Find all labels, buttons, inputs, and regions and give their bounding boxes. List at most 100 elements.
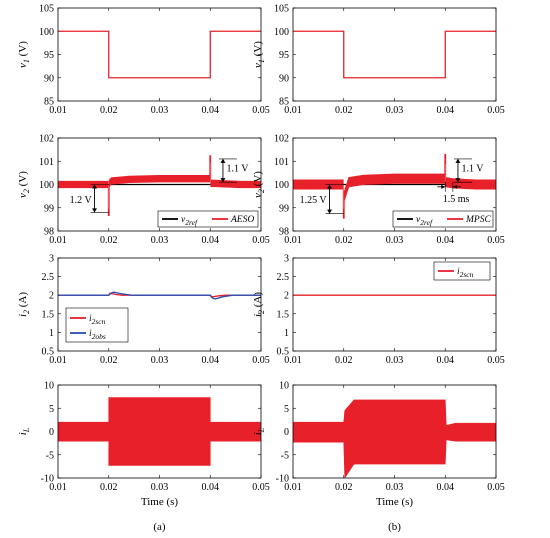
legend: v2ref AESO bbox=[157, 210, 259, 228]
legend-label-main: i bbox=[457, 267, 460, 277]
y-tick-label: 3 bbox=[284, 254, 289, 265]
legend-frame bbox=[392, 210, 494, 228]
axis-frame bbox=[57, 137, 262, 232]
y-tick-label: 1 bbox=[49, 328, 54, 339]
y-tick-label: -10 bbox=[41, 474, 54, 485]
y-tick-label: 5 bbox=[284, 404, 289, 415]
y-tick-label: 99 bbox=[279, 203, 289, 214]
x-tick-label: 0.04 bbox=[202, 235, 220, 246]
annotation-text: 1.5 ms bbox=[443, 194, 470, 205]
legend-label: MPSC bbox=[465, 215, 491, 225]
legend-label-main: v bbox=[181, 215, 186, 225]
x-tick-label: 0.03 bbox=[386, 482, 404, 493]
x-tick-label: 0.01 bbox=[49, 355, 67, 366]
x-tick-label: 0.03 bbox=[151, 355, 169, 366]
y-tick-label: 0.5 bbox=[42, 347, 55, 358]
y-tick-label: 99 bbox=[44, 203, 54, 214]
x-tick-label: 0.03 bbox=[386, 105, 404, 116]
y-axis-label-var: i bbox=[252, 314, 264, 317]
y-tick-label: 100 bbox=[274, 180, 289, 191]
x-axis-label: Time (s) bbox=[141, 496, 179, 508]
y-axis-label-sub: 1 bbox=[257, 59, 266, 63]
y-axis-label-sub: 2 bbox=[257, 310, 266, 314]
series-0-band bbox=[58, 397, 261, 466]
y-axis-label: iL bbox=[252, 427, 266, 435]
series-0-band bbox=[293, 399, 496, 478]
annotation-text: 1.2 V bbox=[70, 195, 93, 206]
y-tick-label: 2.5 bbox=[42, 272, 55, 283]
y-tick-label: 90 bbox=[44, 73, 54, 84]
x-tick-label: 0.03 bbox=[151, 105, 169, 116]
legend-frame bbox=[65, 307, 129, 343]
x-tick-label: 0.02 bbox=[100, 355, 118, 366]
legend-label-sub: 2ref bbox=[420, 218, 433, 227]
y-tick-label: 0.5 bbox=[277, 347, 290, 358]
y-tick-label: 100 bbox=[274, 27, 289, 38]
legend-label: AESO bbox=[230, 215, 254, 225]
chart-b4: 0.01 0.02 0.03 0.04 0.05 -10 -5 0 5 10 iL Time (s) (… bbox=[252, 381, 505, 534]
legend-label-main: i bbox=[89, 329, 92, 339]
y-tick-label: 2 bbox=[49, 291, 54, 302]
y-tick-label: 95 bbox=[279, 50, 289, 61]
series-1-line bbox=[58, 291, 261, 300]
y-tick-label: 95 bbox=[44, 50, 54, 61]
x-tick-label: 0.01 bbox=[284, 482, 302, 493]
legend-label: v2ref bbox=[181, 215, 198, 227]
y-axis-label-unit: (V) bbox=[17, 171, 29, 189]
y-axis-label-var: i bbox=[17, 432, 29, 435]
x-tick-label: 0.01 bbox=[49, 235, 67, 246]
legend-label: v2ref bbox=[416, 215, 433, 227]
series-0-line bbox=[293, 30, 496, 79]
annotation-arrowhead bbox=[452, 184, 457, 189]
y-axis-label-sub: 2 bbox=[22, 189, 31, 193]
x-tick-label: 0.03 bbox=[151, 235, 169, 246]
x-tick-label: 0.03 bbox=[386, 235, 404, 246]
y-axis-label: v1 (V) bbox=[252, 41, 266, 68]
y-axis-label: iL bbox=[17, 427, 31, 435]
y-axis-label-unit: (A) bbox=[252, 292, 264, 310]
legend-label: i2obs bbox=[89, 329, 106, 341]
y-tick-label: 85 bbox=[44, 97, 54, 108]
annotation-text: 1.1 V bbox=[226, 164, 249, 175]
legend-label: i2scn bbox=[457, 267, 474, 279]
annotation-arrowhead bbox=[92, 184, 98, 189]
annotation-arrowhead bbox=[92, 208, 98, 213]
plot-area bbox=[58, 8, 261, 101]
y-axis-label: v2 (V) bbox=[252, 171, 266, 198]
plot-area bbox=[293, 8, 496, 101]
y-tick-label: -10 bbox=[276, 474, 289, 485]
y-tick-label: 5 bbox=[49, 404, 54, 415]
legend-frame bbox=[157, 210, 259, 228]
annotation-arrowhead bbox=[455, 178, 461, 183]
x-tick-label: 0.05 bbox=[487, 355, 505, 366]
y-axis-label: i2 (A) bbox=[252, 292, 266, 317]
y-axis-label-var: v bbox=[252, 193, 264, 198]
series-1-ripple bbox=[58, 155, 261, 217]
x-tick-label: 0.01 bbox=[49, 105, 67, 116]
y-axis-label-unit: (A) bbox=[17, 292, 29, 310]
y-tick-label: 101 bbox=[274, 157, 289, 168]
x-tick-label: 0.05 bbox=[252, 355, 270, 366]
legend: i2scn bbox=[433, 261, 491, 281]
data-layer bbox=[58, 30, 261, 79]
x-tick-label: 0.02 bbox=[100, 235, 118, 246]
x-tick-label: 0.04 bbox=[437, 355, 455, 366]
y-tick-label: 1.5 bbox=[277, 309, 290, 320]
legend: v2ref MPSC bbox=[392, 210, 494, 228]
legend-frame bbox=[433, 261, 491, 281]
axis-frame bbox=[292, 7, 497, 102]
x-tick-label: 0.02 bbox=[335, 482, 353, 493]
axis-frame bbox=[292, 137, 497, 232]
y-tick-label: 90 bbox=[279, 73, 289, 84]
axis-frame bbox=[57, 257, 262, 352]
axis-frame bbox=[292, 257, 497, 352]
annotation-text: 1.1 V bbox=[461, 164, 484, 175]
y-axis-label: v2 (V) bbox=[17, 171, 31, 198]
annotation-text: 1.25 V bbox=[300, 195, 328, 206]
y-axis-label-var: i bbox=[252, 432, 264, 435]
